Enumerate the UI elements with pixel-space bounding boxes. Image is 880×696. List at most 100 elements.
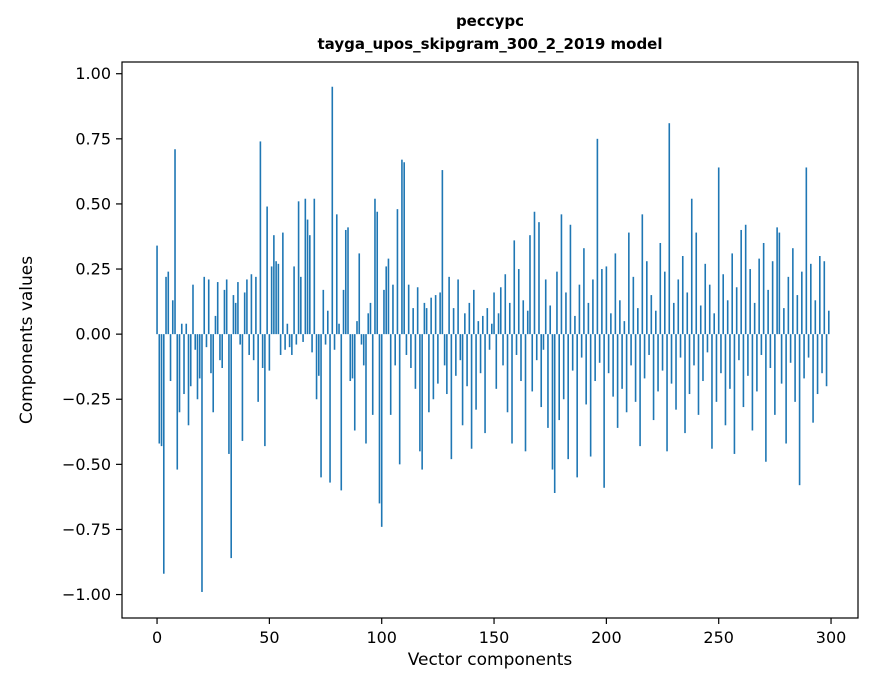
bar: [556, 271, 558, 335]
bar: [603, 334, 605, 488]
bar: [446, 334, 448, 395]
bar: [410, 334, 412, 368]
bar: [473, 289, 475, 335]
bar: [778, 232, 781, 335]
bar: [367, 313, 370, 335]
bar: [670, 334, 673, 384]
bar: [690, 198, 693, 335]
bar: [246, 279, 248, 335]
bar: [767, 289, 769, 335]
bar: [619, 300, 621, 335]
bar: [475, 334, 477, 410]
bar: [479, 334, 482, 374]
bar: [497, 313, 500, 335]
bar: [655, 310, 657, 335]
bar: [783, 308, 785, 335]
bar: [686, 292, 689, 335]
bar: [338, 323, 340, 335]
bar: [589, 334, 592, 457]
bar: [176, 334, 179, 470]
bar: [542, 334, 545, 350]
chart-subtitle: tayga_upos_skipgram_300_2_2019 model: [317, 35, 663, 53]
bar: [194, 334, 197, 350]
bar: [212, 334, 215, 413]
bar: [544, 279, 547, 335]
bar: [731, 253, 733, 335]
bar: [827, 310, 830, 335]
bar: [508, 302, 511, 335]
bar: [538, 222, 540, 335]
bar: [751, 334, 754, 431]
bar: [744, 224, 747, 335]
bar: [549, 305, 552, 335]
bar: [616, 334, 619, 428]
bar: [796, 295, 799, 335]
bar: [493, 292, 495, 335]
bar: [637, 308, 639, 335]
bar: [482, 315, 484, 335]
bar: [282, 232, 284, 335]
bar: [216, 282, 219, 335]
bar: [704, 263, 707, 335]
x-axis-label: Vector components: [407, 650, 573, 670]
bar: [174, 149, 176, 335]
bar: [385, 266, 388, 335]
bar: [450, 334, 453, 460]
bar: [740, 229, 742, 335]
bar: [167, 271, 170, 335]
bar: [643, 334, 646, 379]
bar: [726, 300, 729, 335]
bar: [623, 321, 626, 335]
bar: [257, 334, 259, 402]
bar: [825, 334, 828, 387]
bar: [697, 334, 700, 415]
bar: [661, 334, 664, 371]
y-tick-label: 0.00: [75, 325, 111, 344]
bar: [189, 334, 192, 387]
y-tick-label: −1.00: [62, 585, 111, 604]
bar: [823, 261, 826, 335]
bar: [515, 334, 518, 355]
bar: [171, 300, 174, 335]
bar: [583, 248, 585, 335]
bar: [560, 214, 563, 335]
bar: [376, 211, 379, 335]
x-tick-label: 100: [366, 628, 397, 647]
bar: [225, 279, 228, 335]
bar: [259, 141, 262, 335]
bar: [243, 292, 246, 335]
bar: [529, 235, 531, 335]
bar: [688, 334, 691, 395]
bar: [416, 287, 419, 335]
y-tick-label: 0.25: [75, 260, 111, 279]
bar: [756, 334, 758, 392]
x-tick-label: 50: [259, 628, 279, 647]
bar: [594, 334, 596, 382]
bar: [459, 334, 462, 361]
bar: [158, 334, 161, 444]
bar: [789, 334, 792, 363]
bar: [297, 201, 300, 335]
bar: [578, 284, 581, 335]
bar: [264, 334, 266, 447]
bar: [221, 334, 223, 368]
bar: [333, 334, 336, 350]
bar: [412, 308, 414, 335]
bar: [268, 334, 271, 371]
bar: [326, 310, 329, 335]
bar: [484, 334, 486, 434]
bar: [437, 334, 439, 384]
bar: [165, 276, 167, 335]
bar: [455, 334, 457, 376]
bar: [457, 279, 459, 335]
bar: [178, 334, 181, 413]
bar: [607, 334, 610, 374]
bar: [785, 334, 787, 444]
bar: [792, 248, 794, 335]
bar: [344, 229, 347, 335]
bar: [819, 256, 821, 335]
bar: [169, 334, 172, 382]
bar: [652, 334, 655, 421]
bar: [241, 334, 244, 441]
bar: [300, 276, 302, 335]
